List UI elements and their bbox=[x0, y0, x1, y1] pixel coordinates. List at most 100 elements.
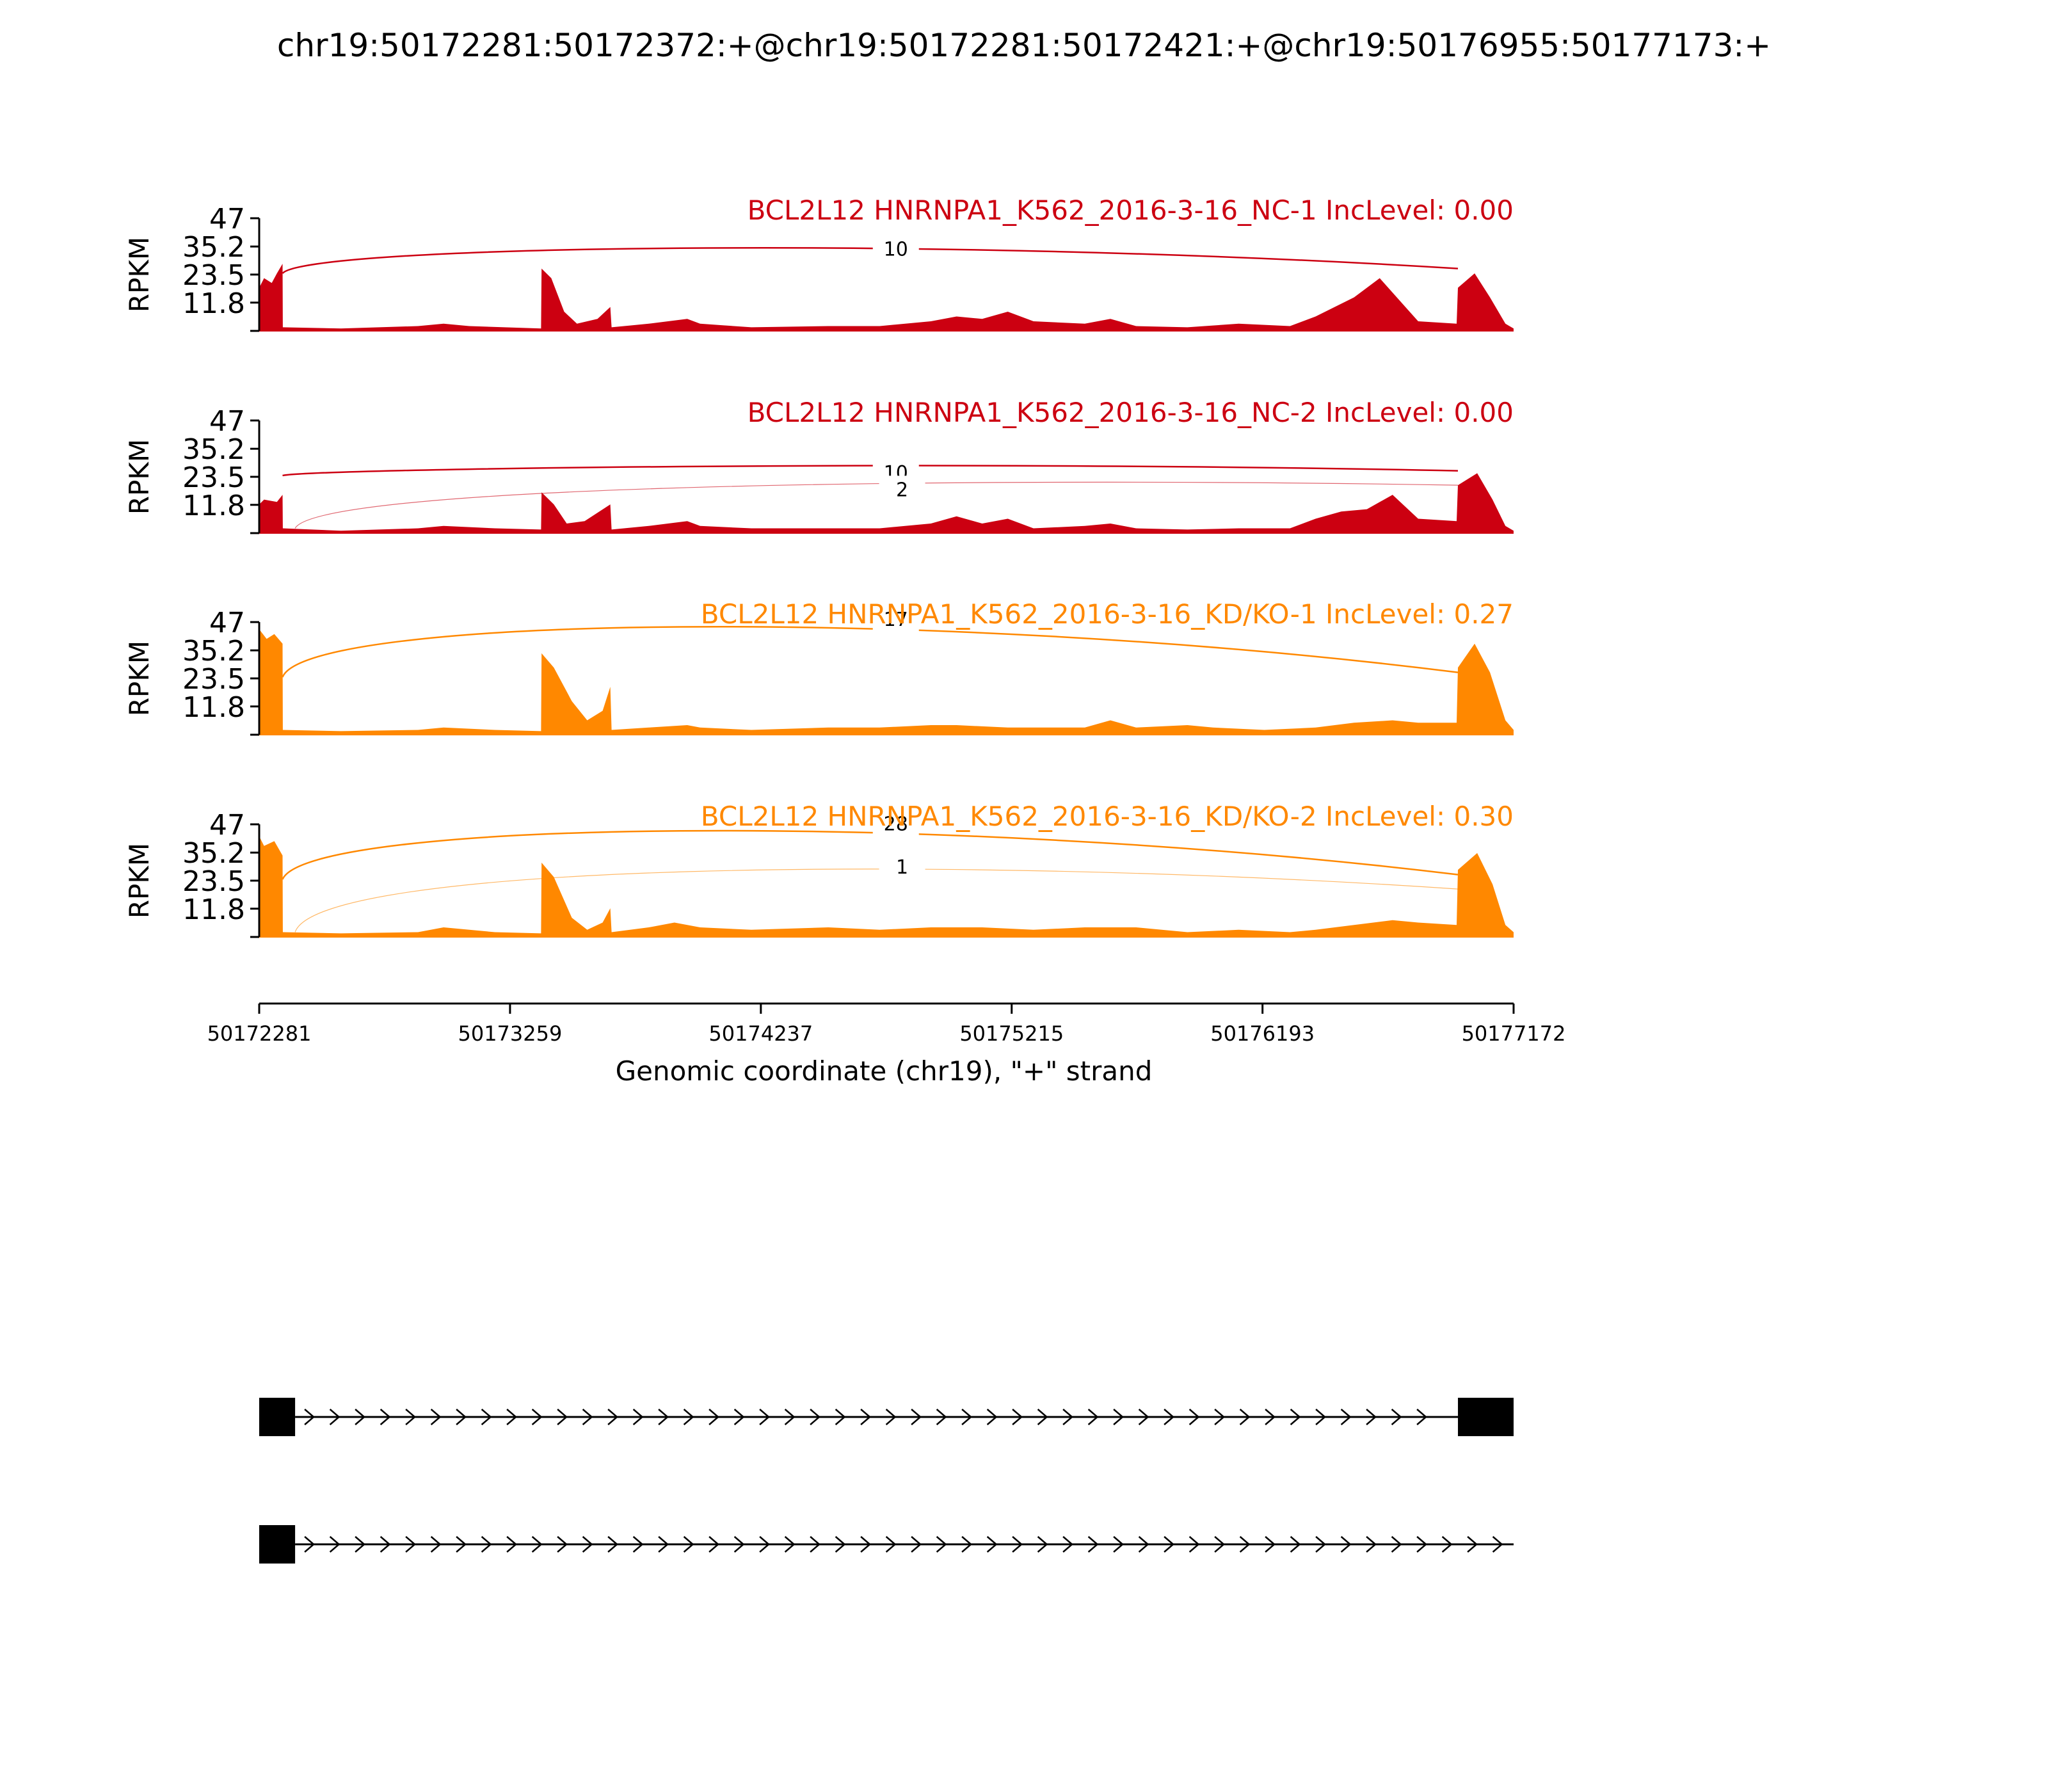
strand-chevron bbox=[1214, 1409, 1226, 1425]
strand-chevron bbox=[911, 1409, 922, 1425]
strand-chevron bbox=[810, 1409, 821, 1425]
strand-chevron bbox=[860, 1409, 872, 1425]
y-axis-label: RPKM bbox=[124, 843, 155, 918]
junction-count: 28 bbox=[884, 813, 908, 836]
y-axis-label: RPKM bbox=[124, 439, 155, 515]
strand-chevron bbox=[759, 1409, 771, 1425]
strand-chevron bbox=[329, 1409, 340, 1425]
y-tick-label: 35.2 bbox=[182, 837, 245, 870]
strand-chevron bbox=[708, 1536, 720, 1553]
strand-chevron bbox=[885, 1409, 897, 1425]
strand-chevron bbox=[1062, 1536, 1074, 1553]
strand-chevron bbox=[885, 1536, 897, 1553]
strand-chevron bbox=[506, 1536, 518, 1553]
strand-chevron bbox=[1366, 1409, 1377, 1425]
strand-chevron bbox=[1391, 1409, 1402, 1425]
strand-chevron bbox=[1113, 1536, 1124, 1553]
junction-arc bbox=[282, 465, 1459, 477]
strand-chevron bbox=[456, 1536, 467, 1553]
junction-count: 17 bbox=[884, 609, 908, 631]
x-tick-label: 50177172 bbox=[1462, 1021, 1566, 1046]
strand-chevron bbox=[1087, 1409, 1099, 1425]
y-tick-label: 23.5 bbox=[182, 461, 245, 494]
junction-count: 2 bbox=[896, 479, 908, 501]
coverage-area bbox=[259, 264, 1514, 331]
strand-chevron bbox=[784, 1536, 796, 1553]
x-axis-label: Genomic coordinate (chr19), "+" strand bbox=[616, 1055, 1153, 1087]
strand-chevron bbox=[1188, 1536, 1200, 1553]
junction-arc bbox=[294, 868, 1459, 932]
y-tick-label: 23.5 bbox=[182, 865, 245, 898]
strand-chevron bbox=[506, 1409, 518, 1425]
y-tick-label: 11.8 bbox=[182, 490, 245, 522]
coverage-area bbox=[259, 629, 1514, 735]
strand-chevron bbox=[304, 1409, 316, 1425]
strand-chevron bbox=[1467, 1536, 1478, 1553]
strand-chevron bbox=[1037, 1409, 1048, 1425]
strand-chevron bbox=[1265, 1409, 1276, 1425]
y-tick-label: 35.2 bbox=[182, 433, 245, 466]
strand-chevron bbox=[380, 1409, 391, 1425]
genomic-x-axis: 50172281 50173259 50174237 50175215 50176193… bbox=[207, 1002, 1566, 1087]
junction-count: 1 bbox=[896, 856, 908, 879]
strand-chevron bbox=[658, 1409, 669, 1425]
strand-chevron bbox=[733, 1536, 745, 1553]
strand-chevron bbox=[1138, 1409, 1149, 1425]
strand-chevron bbox=[582, 1536, 593, 1553]
y-tick-label: 47 bbox=[209, 607, 245, 639]
strand-chevron bbox=[304, 1536, 316, 1553]
y-tick-label: 11.8 bbox=[182, 893, 245, 926]
strand-chevron bbox=[582, 1409, 593, 1425]
strand-chevron bbox=[1416, 1409, 1428, 1425]
strand-chevron bbox=[1441, 1536, 1453, 1553]
strand-chevron bbox=[784, 1409, 796, 1425]
strand-chevron bbox=[456, 1409, 467, 1425]
strand-chevron bbox=[632, 1536, 644, 1553]
y-axis-label: RPKM bbox=[124, 641, 155, 716]
strand-chevron bbox=[1012, 1536, 1023, 1553]
junction-count: 10 bbox=[884, 238, 908, 260]
strand-chevron bbox=[430, 1536, 442, 1553]
y-tick-label: 23.5 bbox=[182, 259, 245, 292]
strand-chevron bbox=[380, 1536, 391, 1553]
junction-count-box bbox=[872, 605, 919, 631]
strand-chevron bbox=[1366, 1536, 1377, 1553]
y-tick-label: 47 bbox=[209, 405, 245, 438]
strand-chevron bbox=[481, 1536, 492, 1553]
y-tick-label: 23.5 bbox=[182, 663, 245, 696]
coverage-area bbox=[259, 836, 1514, 937]
y-tick-label: 35.2 bbox=[182, 231, 245, 264]
strand-chevron bbox=[1290, 1409, 1301, 1425]
strand-chevron bbox=[632, 1409, 644, 1425]
strand-chevron bbox=[1087, 1536, 1099, 1553]
strand-chevron bbox=[1492, 1536, 1503, 1553]
strand-chevron bbox=[961, 1409, 973, 1425]
junction-arc bbox=[294, 481, 1459, 529]
strand-chevron bbox=[1315, 1409, 1327, 1425]
strand-chevron bbox=[1315, 1536, 1327, 1553]
strand-chevron bbox=[1062, 1409, 1074, 1425]
strand-chevron bbox=[733, 1409, 745, 1425]
x-tick-label: 50174237 bbox=[708, 1021, 813, 1046]
y-tick-label: 11.8 bbox=[182, 287, 245, 320]
x-tick-label: 50172281 bbox=[207, 1021, 312, 1046]
strand-chevron bbox=[1239, 1536, 1251, 1553]
strand-chevron bbox=[531, 1536, 543, 1553]
strand-chevron bbox=[355, 1409, 366, 1425]
gene-models bbox=[259, 1398, 1514, 1564]
gene-model-2 bbox=[259, 1525, 1514, 1564]
strand-chevron bbox=[1340, 1536, 1352, 1553]
strand-chevron bbox=[355, 1536, 366, 1553]
strand-chevron bbox=[1188, 1409, 1200, 1425]
track-label: BCL2L12 HNRNPA1_K562_2016-3-16_KD/KO-1 I… bbox=[701, 598, 1514, 630]
strand-chevron bbox=[1214, 1536, 1226, 1553]
junction-count-box bbox=[879, 853, 925, 879]
strand-chevron bbox=[683, 1409, 694, 1425]
strand-chevron bbox=[430, 1409, 442, 1425]
strand-chevron bbox=[810, 1536, 821, 1553]
